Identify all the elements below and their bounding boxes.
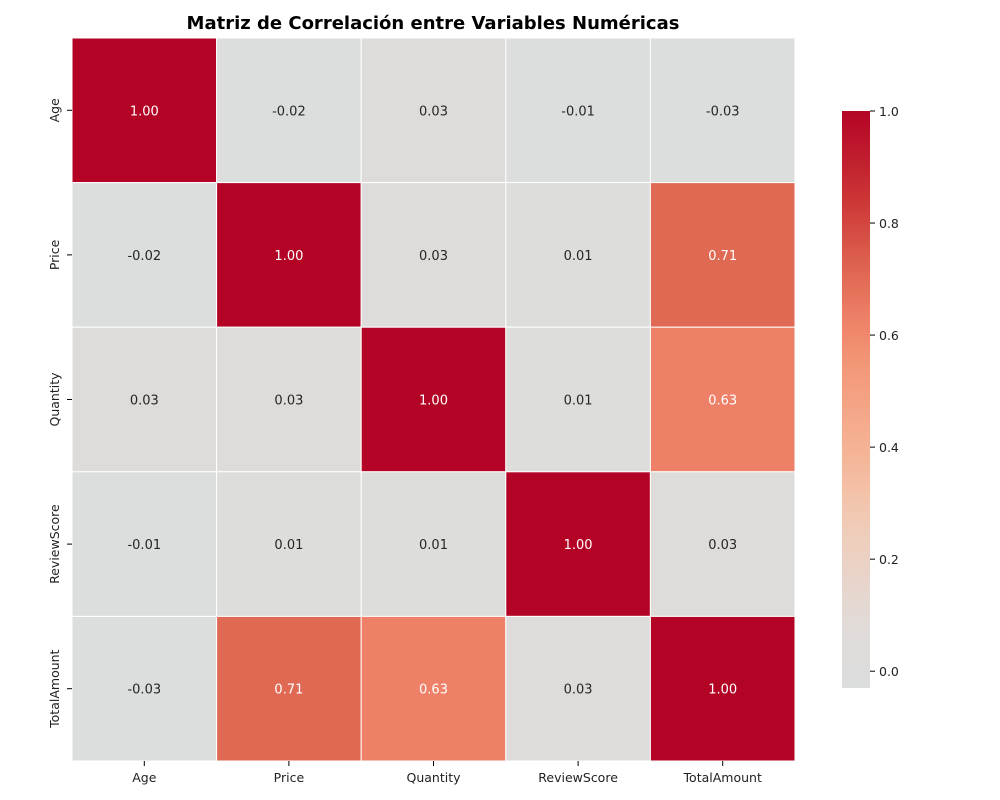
y-tick-label: Age [47, 98, 62, 122]
x-tick-label: Age [132, 770, 156, 785]
x-tick-label: ReviewScore [538, 770, 618, 785]
cell-value-label: 0.63 [708, 394, 737, 409]
cell-value-label: 0.03 [274, 394, 303, 409]
cell-value-label: -0.02 [127, 249, 161, 264]
cell-value-label: 0.01 [564, 394, 593, 409]
heatmap-cell-TotalAmount-Price [216, 615, 362, 762]
heatmap-cell-Age-ReviewScore [505, 37, 651, 184]
heatmap-cell-ReviewScore-TotalAmount [649, 471, 796, 617]
cell-value-label: 0.03 [419, 104, 448, 119]
heatmap-cell-Price-TotalAmount [649, 182, 796, 328]
heatmap-cell-TotalAmount-TotalAmount [649, 615, 796, 762]
colorbar-tick-label: 1.0 [879, 104, 899, 119]
cell-value-label: -0.03 [127, 683, 161, 698]
colorbar-tick-label: 0.8 [879, 216, 899, 231]
heatmap-cell-Price-Quantity [360, 182, 507, 328]
cell-value-label: 0.63 [419, 683, 448, 698]
cell-value-label: 1.00 [130, 104, 159, 119]
heatmap-cell-Price-Price [216, 182, 362, 328]
heatmap-cell-TotalAmount-Age [71, 615, 218, 762]
cell-value-label: 0.03 [130, 394, 159, 409]
cell-value-label: 0.01 [274, 538, 303, 553]
y-tick-label: Quantity [47, 372, 62, 427]
cell-value-label: 0.03 [564, 683, 593, 698]
cell-value-label: -0.01 [127, 538, 161, 553]
heatmap-cell-Age-Age [71, 37, 218, 184]
cell-value-label: -0.02 [272, 104, 306, 119]
x-tick-label: Price [274, 770, 305, 785]
heatmap-cell-ReviewScore-Price [216, 471, 362, 617]
chart-title: Matriz de Correlación entre Variables Nu… [187, 13, 680, 34]
y-tick-label: ReviewScore [47, 504, 62, 584]
cell-value-label: -0.01 [561, 104, 595, 119]
y-tick-label: TotalAmount [47, 649, 62, 728]
colorbar: 0.0 0.2 0.4 0.6 0.8 1.0 [842, 104, 899, 688]
y-tick-label: Price [47, 239, 62, 270]
heatmap-cell-Quantity-TotalAmount [649, 326, 796, 473]
cell-value-label: 0.01 [564, 249, 593, 264]
cell-value-label: 1.00 [564, 538, 593, 553]
heatmap-cell-ReviewScore-ReviewScore [505, 471, 651, 617]
cell-value-label: -0.03 [706, 104, 740, 119]
x-tick-label: TotalAmount [683, 770, 762, 785]
heatmap-cell-Price-Age [71, 182, 218, 328]
colorbar-tick-label: 0.0 [879, 664, 899, 679]
cell-value-label: 0.71 [708, 249, 737, 264]
cell-value-label: 1.00 [274, 249, 303, 264]
colorbar-gradient [842, 111, 870, 688]
cell-value-label: 1.00 [708, 683, 737, 698]
heatmap-cell-Quantity-Quantity [360, 326, 507, 473]
heatmap-cell-Age-TotalAmount [649, 37, 796, 184]
x-axis: Age Price Quantity ReviewScore TotalAmount [132, 761, 762, 785]
colorbar-tick-label: 0.2 [879, 552, 899, 567]
cell-value-label: 0.01 [419, 538, 448, 553]
cell-value-label: 1.00 [419, 394, 448, 409]
heatmap-cell-Age-Price [216, 37, 362, 184]
cell-value-label: 0.71 [274, 683, 303, 698]
x-tick-label: Quantity [406, 770, 461, 785]
colorbar-tick-label: 0.6 [879, 328, 899, 343]
heatmap-cell-ReviewScore-Quantity [360, 471, 507, 617]
y-axis: Age Price Quantity ReviewScore TotalAmount [47, 98, 72, 729]
heatmap-cell-Quantity-ReviewScore [505, 326, 651, 473]
heatmap-cell-Age-Quantity [360, 37, 507, 184]
heatmap-cells: 1.00 -0.02 0.03 -0.01 -0.03 -0.02 1.00 0.03 0.01… [71, 37, 796, 762]
heatmap-cell-Quantity-Price [216, 326, 362, 473]
colorbar-tick-label: 0.4 [879, 440, 899, 455]
cell-value-label: 0.03 [419, 249, 448, 264]
heatmap-cell-TotalAmount-Quantity [360, 615, 507, 762]
cell-value-label: 0.03 [708, 538, 737, 553]
